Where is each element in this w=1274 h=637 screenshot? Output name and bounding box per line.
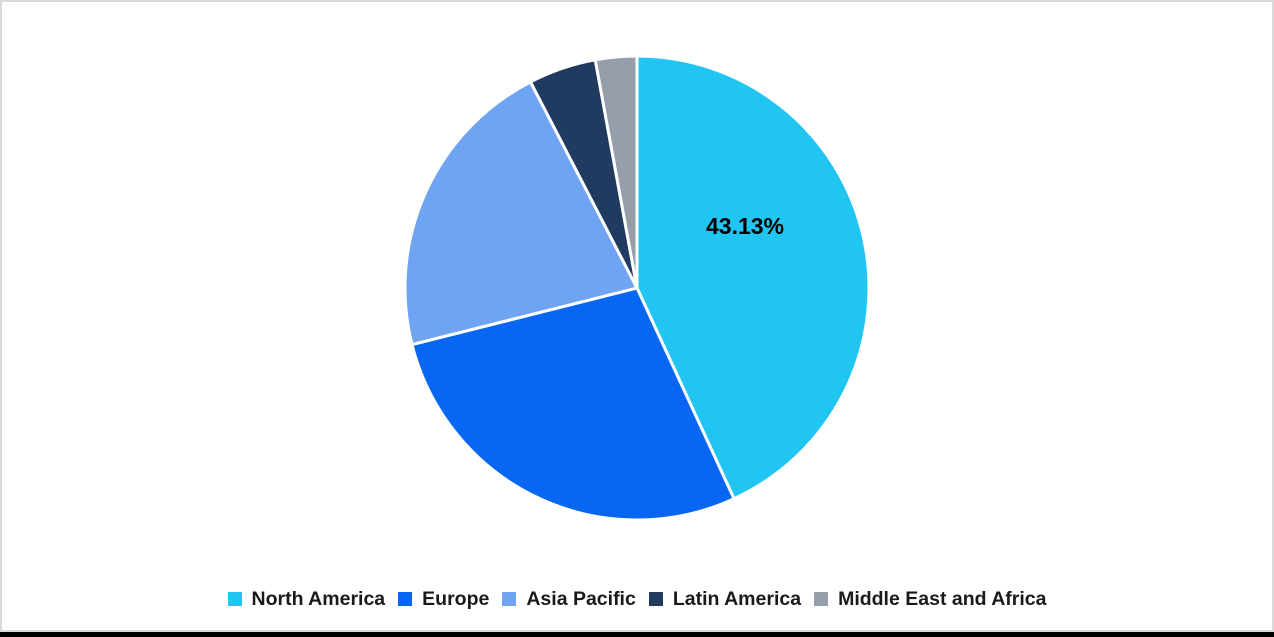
pie-slices: [403, 54, 871, 522]
legend-label-europe: Europe: [422, 588, 490, 610]
legend-label-asia-pacific: Asia Pacific: [526, 588, 636, 610]
legend-item-north-america: North America: [227, 586, 386, 612]
legend-swatch-europe: [398, 592, 413, 606]
pie-slice-north-america: [635, 54, 871, 501]
data-label-north-america: 43.13%: [706, 213, 784, 239]
legend-label-middle-east-and-africa: Middle East and Africa: [838, 588, 1047, 610]
legend-item-europe: Europe: [398, 586, 489, 612]
pie-slice-asia-pacific: [403, 80, 639, 347]
legend-swatch-asia-pacific: [502, 592, 517, 606]
legend-label-latin-america: Latin America: [672, 588, 802, 610]
bottom-bar: [0, 632, 1274, 637]
legend-item-latin-america: Latin America: [648, 586, 802, 612]
legend-item-asia-pacific: Asia Pacific: [502, 586, 636, 612]
legend-swatch-latin-america: [648, 592, 663, 606]
pie-slice-europe: [410, 286, 736, 522]
legend-label-north-america: North America: [251, 588, 386, 610]
chart-legend: North America Europe Asia Pacific Latin Ame…: [0, 586, 1274, 612]
pie-slice-middle-east-and-africa: [593, 54, 639, 290]
legend-swatch-middle-east-and-africa: [814, 592, 829, 606]
legend-item-middle-east-and-africa: Middle East and Africa: [814, 586, 1046, 612]
legend-swatch-north-america: [227, 592, 242, 606]
